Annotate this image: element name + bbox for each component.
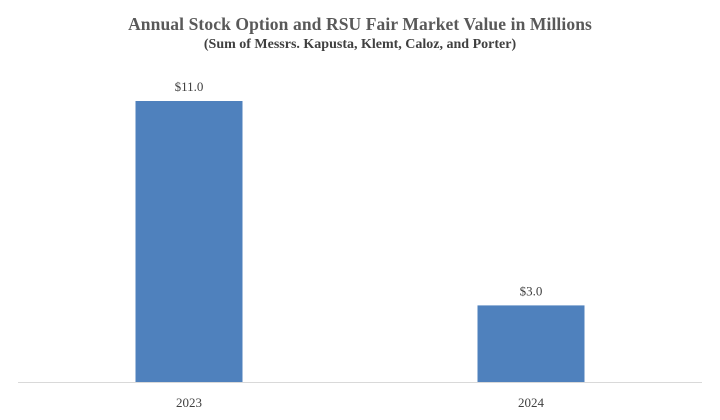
bar-2023	[135, 101, 243, 382]
bar-2024	[477, 305, 585, 382]
x-tick-label-2024: 2024	[518, 395, 545, 410]
data-label-2024: $3.0	[520, 283, 543, 298]
data-label-2023: $11.0	[175, 79, 204, 94]
bars-layer	[135, 101, 585, 382]
chart-title: Annual Stock Option and RSU Fair Market …	[128, 14, 592, 34]
labels-layer: $11.0 2023 $3.0 2024	[175, 79, 545, 410]
chart-subtitle: (Sum of Messrs. Kapusta, Klemt, Caloz, a…	[203, 37, 517, 52]
x-tick-label-2023: 2023	[176, 395, 202, 410]
